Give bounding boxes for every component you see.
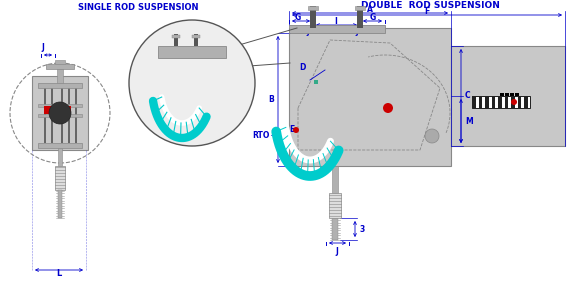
Bar xyxy=(32,76,88,150)
Circle shape xyxy=(425,129,439,143)
Text: D: D xyxy=(299,63,305,72)
Circle shape xyxy=(383,103,393,113)
Text: DOUBLE  ROD SUSPENSION: DOUBLE ROD SUSPENSION xyxy=(361,1,499,10)
Text: J: J xyxy=(356,30,358,36)
Bar xyxy=(172,35,180,38)
Text: I: I xyxy=(335,18,337,27)
Bar xyxy=(289,25,385,33)
Text: 3: 3 xyxy=(360,224,365,234)
Text: G: G xyxy=(370,13,376,23)
Bar xyxy=(504,96,508,108)
Bar xyxy=(46,64,74,69)
Text: J: J xyxy=(307,30,309,36)
Bar xyxy=(511,96,515,108)
Bar xyxy=(192,35,200,38)
Text: A: A xyxy=(367,5,373,15)
Bar xyxy=(58,190,62,218)
Bar xyxy=(478,96,482,108)
Bar xyxy=(357,6,363,28)
Bar xyxy=(61,85,63,143)
Bar xyxy=(194,34,198,46)
Text: J: J xyxy=(41,43,44,52)
Text: G: G xyxy=(187,33,193,39)
Text: SINGLE ROD SUSPENSION: SINGLE ROD SUSPENSION xyxy=(78,3,198,12)
Bar xyxy=(289,28,451,166)
Bar xyxy=(174,34,178,46)
Bar xyxy=(55,166,65,190)
Bar xyxy=(75,85,77,143)
Bar xyxy=(485,96,488,108)
Bar xyxy=(524,96,528,108)
Bar xyxy=(451,46,565,146)
Circle shape xyxy=(293,127,299,133)
Circle shape xyxy=(511,99,517,105)
Text: M: M xyxy=(465,117,473,125)
Bar xyxy=(355,6,365,10)
Text: C: C xyxy=(465,91,471,100)
Bar xyxy=(38,143,82,148)
Bar xyxy=(498,96,502,108)
Bar xyxy=(44,85,46,143)
Bar xyxy=(57,67,63,83)
Bar xyxy=(60,106,71,114)
Bar xyxy=(500,93,503,96)
Bar xyxy=(505,93,508,96)
Circle shape xyxy=(49,102,71,124)
Bar xyxy=(310,6,316,28)
Text: L: L xyxy=(56,269,61,279)
Bar xyxy=(332,166,338,193)
Bar xyxy=(55,60,65,64)
Text: RTO: RTO xyxy=(253,131,270,139)
Bar xyxy=(491,96,495,108)
Bar xyxy=(517,96,521,108)
Text: F: F xyxy=(424,7,429,16)
Circle shape xyxy=(129,20,255,146)
Text: E: E xyxy=(289,125,295,134)
Bar xyxy=(308,6,318,10)
Bar xyxy=(472,96,475,108)
Bar xyxy=(44,106,55,114)
Bar xyxy=(314,80,318,84)
Bar xyxy=(38,114,82,117)
Bar xyxy=(51,85,53,143)
Bar xyxy=(38,104,82,107)
Text: G: G xyxy=(295,13,301,23)
Bar xyxy=(332,218,338,240)
Bar xyxy=(158,46,226,58)
Bar xyxy=(329,193,341,218)
Text: J: J xyxy=(336,247,339,256)
Bar xyxy=(58,148,62,166)
Text: J + 1/4: J + 1/4 xyxy=(189,39,211,44)
Bar xyxy=(515,93,519,96)
Bar xyxy=(38,83,82,88)
Bar xyxy=(510,93,513,96)
Bar xyxy=(68,85,70,143)
Text: D: D xyxy=(172,45,178,51)
Text: B: B xyxy=(268,95,274,105)
Bar xyxy=(472,96,530,108)
